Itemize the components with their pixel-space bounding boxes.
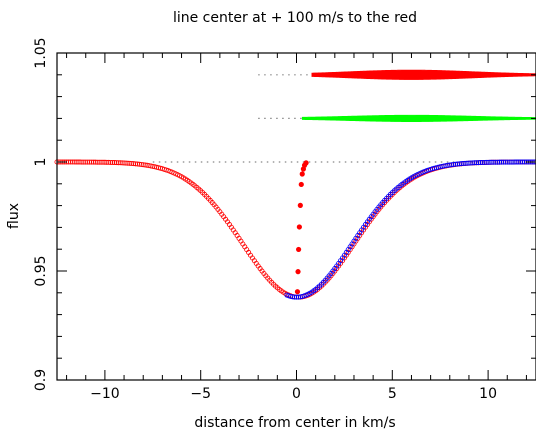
bisector-point: [299, 171, 305, 177]
residual-band-7: [311, 69, 536, 80]
x-tick-label: 0: [292, 386, 301, 402]
residual-band-6: [301, 114, 536, 122]
plot-marks: [54, 69, 536, 300]
x-tick-label: 10: [479, 386, 497, 402]
bisector-point: [294, 289, 301, 295]
plot-frame: [56, 52, 536, 381]
x-tick-label: −5: [190, 386, 211, 402]
y-tick-label: 1.05: [33, 37, 49, 68]
bisector-point: [295, 269, 301, 275]
bisector-point: [303, 160, 309, 166]
y-tick-label: 1: [33, 158, 49, 167]
axis-ticks: −10 −5 0 5 10 0.9 0.95 1 1.05: [33, 37, 536, 402]
bisector-point: [298, 181, 304, 188]
bisector-point: [297, 202, 303, 208]
x-tick-label: −10: [90, 386, 120, 402]
y-tick-label: 0.95: [33, 255, 49, 286]
x-tick-label: 5: [388, 386, 397, 402]
bisector-point: [296, 246, 302, 253]
y-tick-label: 0.9: [33, 369, 49, 391]
bisector-point: [296, 224, 302, 230]
chart-title: line center at + 100 m/s to the red: [173, 10, 417, 26]
x-axis-label: distance from center in km/s: [194, 415, 395, 431]
y-axis-label: flux: [6, 203, 22, 229]
